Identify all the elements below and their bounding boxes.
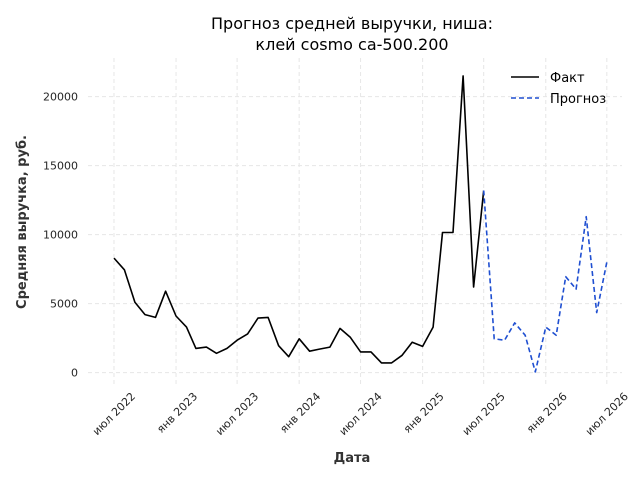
x-tick-label: июл 2025 [460,390,508,438]
legend-label-forecast: Прогноз [550,92,606,107]
y-axis-ticks: 0 5000 10000 15000 20000 [43,91,78,380]
y-tick-label: 5000 [50,298,78,311]
chart-title-line2: клей cosmo ca-500.200 [255,35,448,54]
y-tick-label: 15000 [43,160,78,173]
legend-label-fact: Факт [550,71,585,86]
series-line-forecast [482,190,608,373]
x-axis-label: Дата [334,451,371,466]
y-axis-label: Средняя выручка, руб. [15,135,30,309]
x-tick-label: июл 2022 [90,390,138,438]
y-tick-label: 10000 [43,229,78,242]
chart-title-line1: Прогноз средней выручки, ниша: [211,14,493,33]
x-tick-label: июл 2026 [583,390,631,438]
y-tick-label: 20000 [43,91,78,104]
x-tick-label: янв 2023 [154,390,200,436]
series-line-fact [113,75,485,364]
grid [88,58,622,385]
legend: Факт Прогноз [511,71,606,107]
x-tick-label: янв 2026 [524,390,570,436]
x-tick-label: июл 2024 [337,390,385,438]
x-axis-ticks: июл 2022 янв 2023 июл 2023 янв 2024 июл 2024… [90,390,631,438]
series [113,75,608,373]
y-tick-label: 0 [71,367,78,380]
x-tick-label: июл 2023 [213,390,261,438]
x-tick-label: янв 2025 [401,390,447,436]
x-tick-label: янв 2024 [277,390,323,436]
